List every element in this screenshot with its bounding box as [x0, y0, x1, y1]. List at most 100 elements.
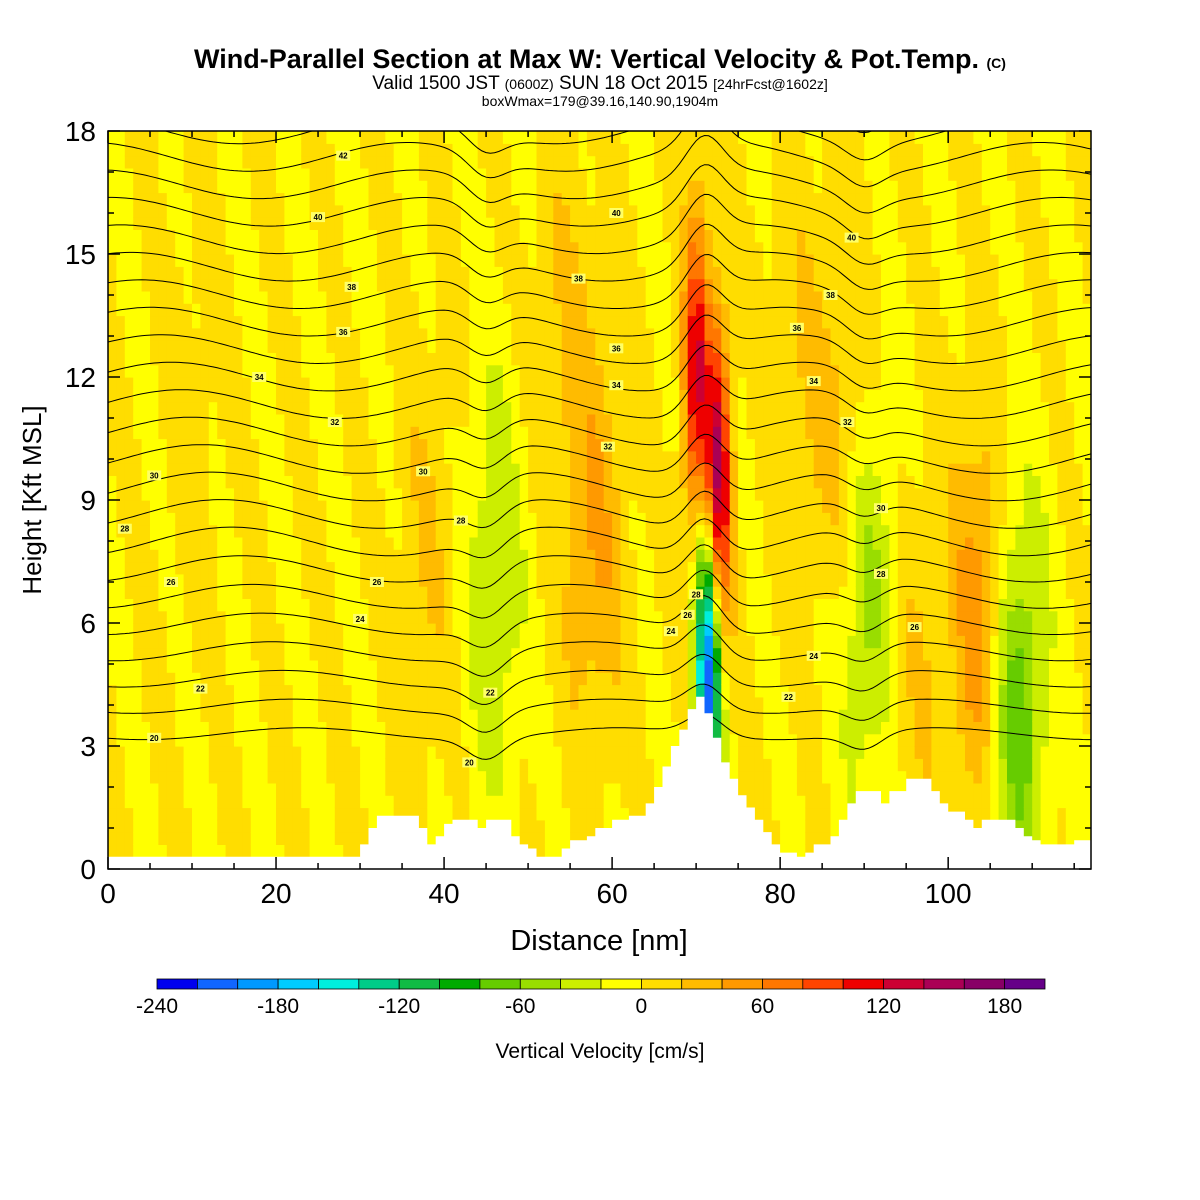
- contour-label: 36: [339, 328, 348, 337]
- contour-label-bg: [874, 503, 888, 514]
- colorbar-swatch: [641, 978, 683, 990]
- contour-label-bg: [609, 208, 624, 218]
- colorbar-tick-label: 60: [751, 995, 774, 1018]
- theta-contour-line: [108, 713, 1091, 760]
- contour-label: 22: [196, 685, 205, 694]
- contour-label: 34: [255, 373, 264, 382]
- contour-label-bg: [663, 626, 678, 637]
- colorbar-swatch: [318, 978, 360, 990]
- theta-contour-line: [108, 433, 1091, 474]
- contour-label-bg: [193, 683, 208, 694]
- y-tick-label: 9: [80, 485, 96, 516]
- contour-label-bg: [609, 380, 624, 391]
- colorbar-swatch: [842, 978, 885, 990]
- colorbar-swatch: [963, 978, 1006, 990]
- colorbar-swatch: [721, 978, 763, 990]
- contour-label: 32: [603, 443, 612, 452]
- theta-contour-line: [108, 375, 1091, 419]
- contour-label: 30: [419, 467, 428, 476]
- contour-label: 28: [877, 570, 886, 579]
- x-tick-label: 60: [597, 878, 628, 909]
- contour-label-bg: [369, 577, 384, 587]
- colorbar-swatch: [196, 978, 239, 990]
- contour-label: 28: [456, 517, 465, 526]
- contour-label-bg: [336, 150, 351, 161]
- theta-contour-line: [108, 653, 1091, 705]
- theta-contour-line: [108, 490, 1091, 529]
- theta-contour-line: [108, 253, 1091, 315]
- contour-label: 28: [692, 590, 701, 599]
- contour-label: 28: [120, 525, 129, 534]
- colorbar-tick-label: -120: [378, 995, 420, 1018]
- contour-label-bg: [164, 577, 178, 587]
- contour-label-bg: [252, 372, 267, 382]
- y-tick-label: 0: [80, 854, 96, 885]
- contour-label-bg: [609, 343, 624, 354]
- theta-contour-line: [108, 344, 1091, 392]
- theta-contour-line: [163, 131, 948, 161]
- velocity-field: [108, 131, 1091, 869]
- theta-contour-line: [108, 683, 1091, 733]
- contour-label-bg: [806, 650, 821, 661]
- contour-label-bg: [327, 417, 342, 428]
- contour-label: 38: [347, 283, 356, 292]
- colorbar-swatch: [600, 978, 642, 990]
- x-tick-label: 20: [260, 878, 291, 909]
- contour-label-bg: [311, 212, 325, 223]
- contour-label: 20: [150, 734, 159, 743]
- contour-label: 36: [612, 344, 621, 353]
- theta-contour-line: [108, 462, 1091, 502]
- contour-label-bg: [416, 466, 431, 477]
- contour-label-bg: [874, 568, 888, 579]
- x-axis-label: Distance [nm]: [510, 925, 687, 957]
- x-tick-labels: 0 20 40 60 80 100: [100, 878, 971, 909]
- colorbar-label: Vertical Velocity [cm/s]: [496, 1040, 705, 1063]
- colorbar-swatch: [560, 978, 602, 990]
- colorbar-swatch: [802, 978, 844, 990]
- theta-contour-line: [108, 223, 1091, 290]
- contour-label-bg: [600, 441, 615, 452]
- contour-label-bg: [907, 622, 922, 633]
- contour-label-bg: [781, 691, 796, 702]
- theta-contour-line: [108, 131, 1091, 188]
- colorbar-swatch: [883, 978, 925, 990]
- colorbar-swatch: [1004, 978, 1046, 990]
- contour-label: 32: [843, 418, 852, 427]
- contour-label-bg: [117, 523, 132, 534]
- contour-label: 36: [792, 324, 801, 333]
- contour-label: 26: [372, 578, 381, 587]
- colorbar-tick-labels: -240 -180 -120 -60 0 60 120 180: [136, 995, 1022, 1018]
- colorbar-swatch: [519, 978, 562, 990]
- x-tick-label: 40: [428, 878, 459, 909]
- theta-contour-line: [108, 164, 1091, 240]
- contour-label-bg: [823, 290, 838, 300]
- chart-box-info: boxWmax=179@39.16,140.90,1904m: [481, 93, 719, 109]
- contour-label: 30: [877, 504, 886, 513]
- y-tick-labels: 0 3 6 9 12 15 18: [65, 116, 96, 885]
- colorbar-swatch: [237, 978, 279, 990]
- contour-label: 32: [330, 418, 339, 427]
- contour-label: 34: [809, 377, 818, 386]
- x-tick-label: 100: [925, 878, 972, 909]
- contour-label: 22: [784, 693, 793, 702]
- contour-label: 42: [339, 152, 348, 161]
- colorbar-tick-label: 180: [987, 995, 1022, 1018]
- contour-label-bg: [844, 232, 859, 243]
- theta-contours: [108, 131, 1091, 760]
- theta-contour-line: [108, 595, 1091, 648]
- y-axis-label: Height [Kft MSL]: [17, 405, 47, 594]
- contour-label-bg: [680, 609, 695, 620]
- contour-label: 26: [167, 578, 176, 587]
- contour-label: 34: [612, 381, 621, 390]
- theta-contour-line: [108, 314, 1091, 365]
- theta-contour-line: [108, 569, 1091, 619]
- contour-label: 26: [910, 623, 919, 632]
- y-tick-label: 6: [80, 608, 96, 639]
- contour-label-bg: [571, 273, 586, 284]
- contour-label: 38: [574, 275, 583, 284]
- theta-contour-line: [108, 193, 1091, 265]
- colorbar-swatch: [923, 978, 965, 990]
- theta-contour-line: [855, 131, 873, 134]
- colorbar-swatch: [762, 978, 804, 990]
- x-tick-label: 80: [765, 878, 796, 909]
